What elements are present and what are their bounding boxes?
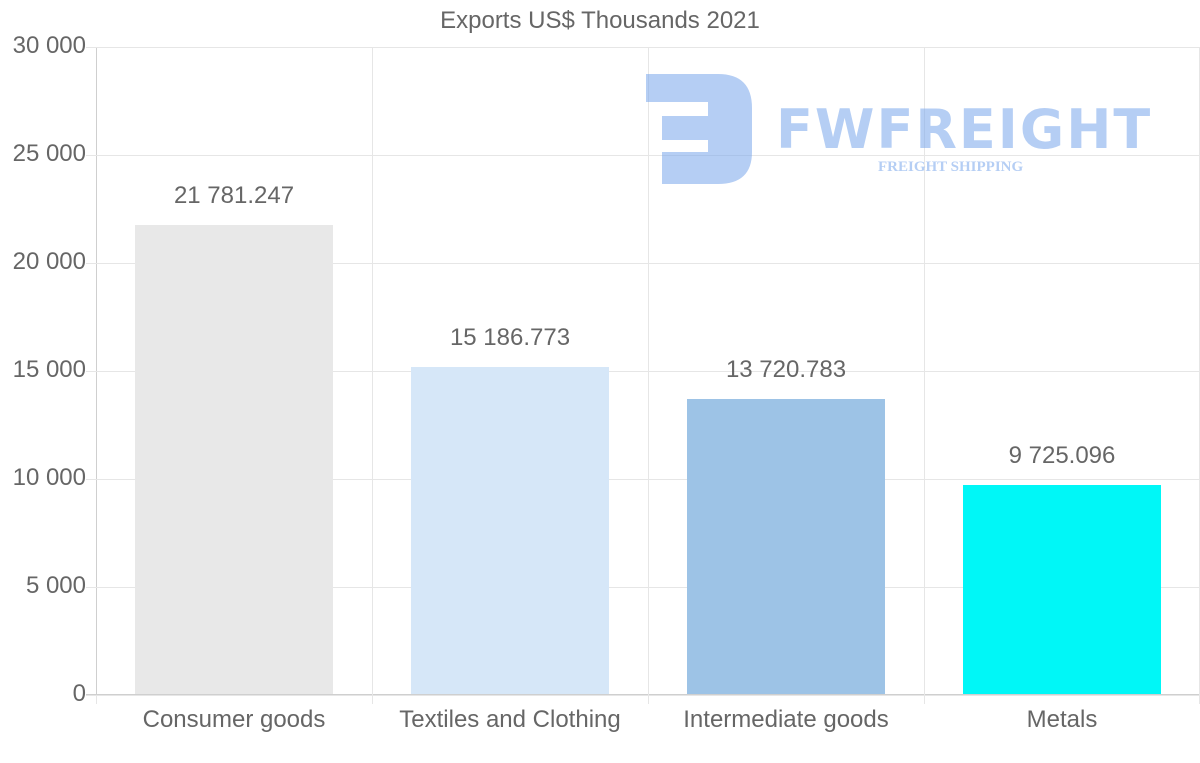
y-tick-label: 5 000	[25, 572, 86, 599]
y-tick-label: 10 000	[12, 464, 86, 491]
x-tick-mark	[924, 695, 925, 704]
bar-value-label: 21 781.247	[173, 182, 295, 209]
x-tick-label: Textiles and Clothing	[399, 706, 621, 733]
h-gridline	[86, 479, 1200, 480]
x-tick-label: Intermediate goods	[683, 706, 889, 733]
y-tick-label: 20 000	[12, 248, 86, 275]
y-axis-line	[96, 47, 97, 704]
bar-intermediate-goods[interactable]	[687, 399, 885, 694]
h-gridline	[86, 695, 1200, 696]
h-gridline	[86, 263, 1200, 264]
chart-title: Exports US$ Thousands 2021	[440, 7, 760, 34]
v-gridline	[648, 47, 649, 704]
x-axis-line	[86, 694, 1200, 695]
y-tick-label: 25 000	[12, 140, 86, 167]
y-tick-label: 0	[72, 680, 86, 707]
h-gridline	[86, 155, 1200, 156]
v-gridline	[372, 47, 373, 704]
x-tick-mark	[372, 695, 373, 704]
v-gridline	[924, 47, 925, 704]
y-tick-label: 15 000	[12, 356, 86, 383]
bar-value-label: 15 186.773	[449, 324, 571, 351]
x-tick-label: Consumer goods	[142, 706, 326, 733]
x-tick-label: Metals	[1026, 706, 1098, 733]
bar-value-label: 9 725.096	[1008, 442, 1116, 469]
bar-value-label: 13 720.783	[725, 356, 847, 383]
x-tick-mark	[96, 695, 97, 704]
h-gridline	[86, 587, 1200, 588]
h-gridline	[86, 371, 1200, 372]
h-gridline	[86, 47, 1200, 48]
bar-metals[interactable]	[963, 485, 1161, 694]
bar-textiles-and-clothing[interactable]	[411, 367, 609, 694]
x-tick-mark	[648, 695, 649, 704]
bar-consumer-goods[interactable]	[135, 225, 333, 694]
y-tick-label: 30 000	[12, 32, 86, 59]
